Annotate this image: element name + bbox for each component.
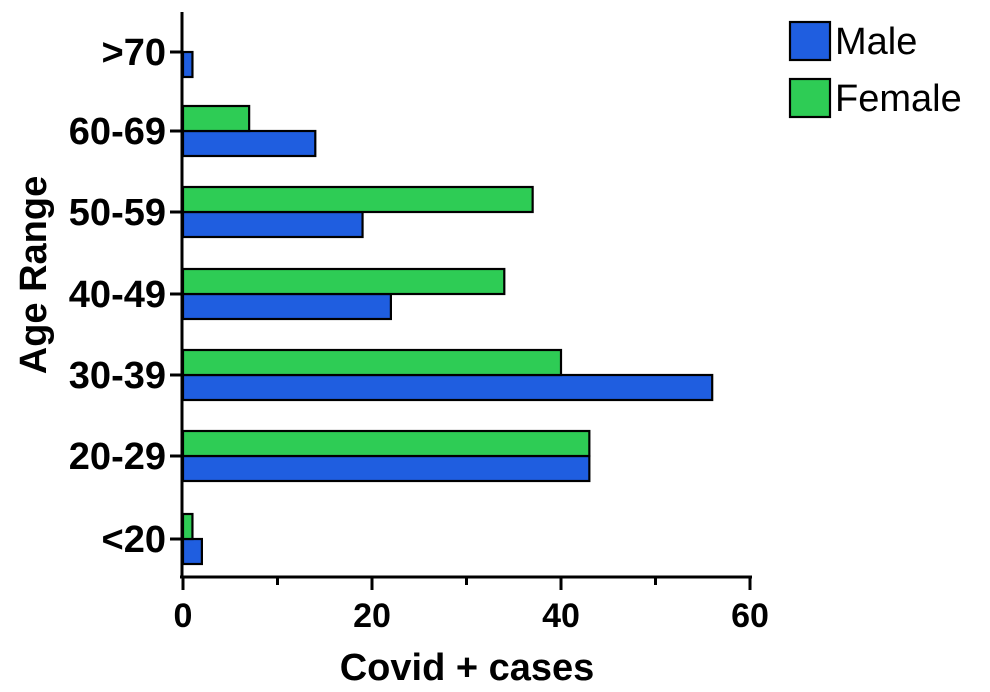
bar-male-0 [181, 537, 203, 566]
y-tick-label: 60-69 [69, 111, 166, 153]
x-tick-label: 40 [542, 597, 580, 635]
bar-male-3 [181, 292, 392, 321]
bar-female-4 [181, 185, 534, 214]
bar-female-3 [181, 267, 506, 296]
bar-male-4 [181, 210, 364, 239]
legend-swatch-male [788, 20, 832, 62]
x-tick-label: 0 [174, 597, 193, 635]
legend-label-male: Male [835, 21, 917, 63]
y-axis-title: Age Range [13, 176, 55, 374]
bars [181, 50, 714, 566]
x-axis-title: Covid + cases [340, 647, 595, 689]
y-tick-label: 40-49 [69, 274, 166, 316]
y-ticks: <20 20-29 30-39 40-49 50-59 60-69 >70 [69, 32, 182, 561]
bar-male-1 [181, 454, 591, 483]
bar-female-0 [181, 512, 194, 541]
y-tick-label: 30-39 [69, 355, 166, 397]
bar-female-1 [181, 429, 591, 458]
x-ticks: 0 20 40 60 [174, 577, 769, 635]
y-tick-label: 50-59 [69, 192, 166, 234]
bar-female-5 [181, 104, 251, 133]
y-tick-label: <20 [102, 519, 166, 561]
y-tick-label: 20-29 [69, 436, 166, 478]
bar-male-2 [181, 373, 714, 402]
bar-female-2 [181, 348, 563, 377]
bar-male-6 [181, 50, 194, 79]
bar-male-5 [181, 129, 317, 158]
x-tick-label: 60 [731, 597, 769, 635]
legend-label-female: Female [835, 78, 962, 120]
y-tick-label: >70 [102, 32, 166, 74]
x-tick-label: 20 [353, 597, 391, 635]
legend: Male Female [788, 20, 962, 120]
legend-swatch-female [788, 77, 832, 119]
